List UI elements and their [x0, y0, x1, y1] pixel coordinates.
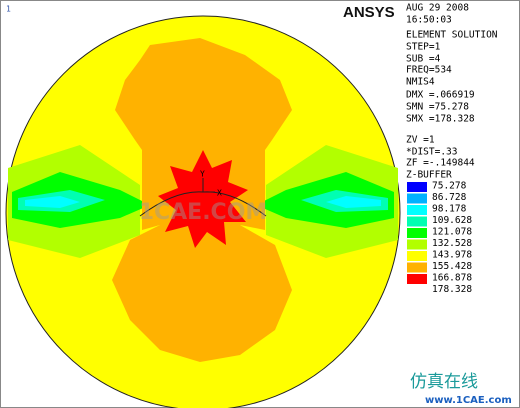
legend-swatch — [407, 205, 427, 215]
legend-label: 98.178 — [432, 204, 467, 215]
info-line: ZF =-.149844 — [406, 158, 475, 169]
legend-label: 109.628 — [432, 215, 472, 226]
info-line: FREQ=534 — [406, 65, 452, 76]
info-line: SMN =75.278 — [406, 102, 469, 113]
logo: ANSYS — [343, 4, 395, 21]
info-line: NMIS4 — [406, 77, 435, 88]
legend-label: 121.078 — [432, 227, 472, 238]
legend: 75.27886.72898.178109.628121.078132.5281… — [407, 181, 472, 295]
watermark-url: www.1CAE.com — [425, 395, 512, 406]
legend-label: 155.428 — [432, 261, 472, 272]
contour-region — [25, 196, 80, 208]
legend-swatch — [407, 216, 427, 227]
legend-label: 86.728 — [432, 192, 467, 203]
contour-plot: Y X — [5, 15, 401, 408]
info-line: AUG 29 2008 — [406, 3, 469, 14]
legend-label: 178.328 — [432, 284, 472, 295]
info-line: 16:50:03 — [406, 15, 452, 26]
contour-region — [326, 196, 381, 208]
legend-swatch — [407, 274, 427, 284]
legend-swatch — [407, 262, 427, 273]
info-line: ZV =1 — [406, 135, 435, 146]
info-line: SMX =178.328 — [406, 114, 475, 125]
contour-region — [158, 150, 248, 248]
info-line: SUB =4 — [406, 54, 441, 65]
legend-swatch — [407, 228, 427, 238]
info-line: DMX =.066919 — [406, 90, 475, 101]
legend-swatch — [407, 182, 427, 192]
info-line: Z-BUFFER — [406, 170, 452, 181]
info-line: ELEMENT SOLUTION — [406, 30, 498, 41]
axis-label: X — [217, 189, 222, 198]
legend-label: 75.278 — [432, 181, 467, 192]
axis-label: Y — [200, 170, 205, 179]
watermark: 1CAE.COM — [139, 200, 268, 225]
legend-swatch — [407, 251, 427, 261]
legend-label: 166.878 — [432, 273, 472, 284]
legend-label: 132.528 — [432, 238, 472, 249]
corner-label: 1 — [6, 5, 11, 14]
legend-label: 143.978 — [432, 250, 472, 261]
info-line: *DIST=.33 — [406, 147, 457, 158]
info-line: STEP=1 — [406, 42, 441, 53]
legend-swatch — [407, 239, 427, 250]
watermark-brand: 仿真在线 — [410, 372, 478, 392]
legend-swatch — [407, 193, 427, 204]
